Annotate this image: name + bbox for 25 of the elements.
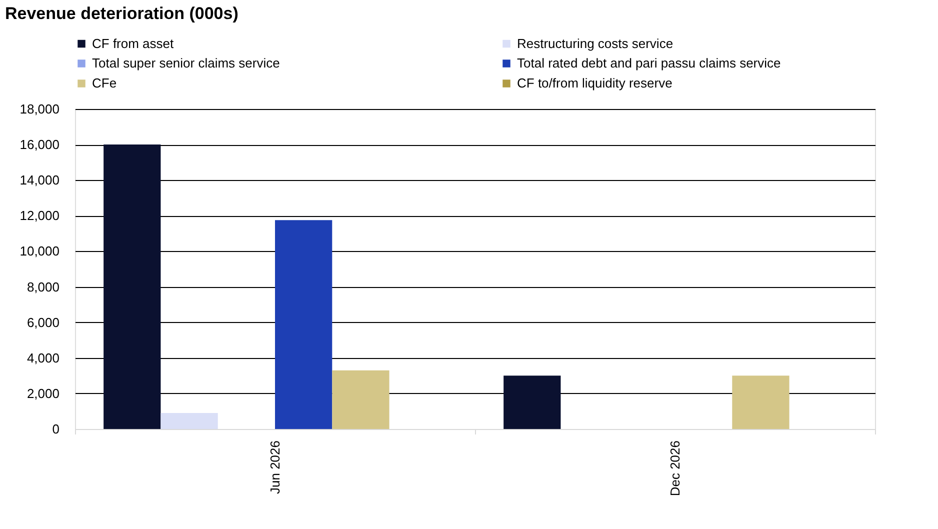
y-tick-label: 0 <box>52 422 60 436</box>
chart-title: Revenue deterioration (000s) <box>5 4 238 23</box>
y-tick-label: 6,000 <box>26 314 60 330</box>
legend-label: Total rated debt and pari passu claims service <box>517 56 781 70</box>
x-tick-label: Jun 2026 <box>268 440 282 494</box>
bar <box>332 370 390 429</box>
bar <box>275 220 332 429</box>
bar <box>160 413 218 429</box>
y-tick-label: 2,000 <box>26 386 60 401</box>
y-tick-label: 14,000 <box>20 172 60 188</box>
y-tick-label: 12,000 <box>20 208 60 224</box>
legend-label: Restructuring costs service <box>517 36 674 51</box>
y-tick-label: 8,000 <box>26 279 60 294</box>
legend-label: Total super senior claims service <box>92 56 280 70</box>
bar <box>104 144 161 429</box>
y-tick-label: 18,000 <box>20 102 60 116</box>
legend-label: CF from asset <box>92 36 174 51</box>
legend-label: CF to/from liquidity reserve <box>517 76 672 90</box>
x-tick-label: Dec 2026 <box>668 440 682 496</box>
bar <box>504 376 561 429</box>
legend-label: CFe <box>92 76 117 90</box>
y-tick-label: 16,000 <box>20 137 60 152</box>
y-tick-label: 10,000 <box>20 244 60 259</box>
y-tick-label: 4,000 <box>26 350 60 366</box>
bar <box>732 376 790 429</box>
